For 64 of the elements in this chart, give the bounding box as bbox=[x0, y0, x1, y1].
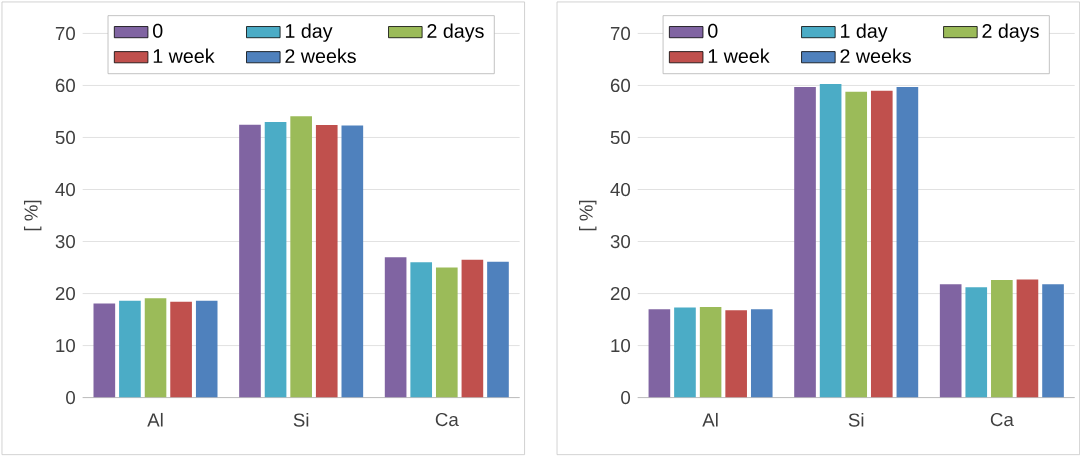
bar bbox=[410, 262, 433, 398]
legend-label: 0 bbox=[153, 23, 163, 38]
bar bbox=[965, 287, 988, 398]
bar bbox=[991, 280, 1013, 398]
x-tick-label: Si bbox=[293, 413, 309, 427]
y-tick-label: 70 bbox=[610, 27, 631, 41]
legend-label: 2 weeks bbox=[840, 48, 911, 64]
y-tick-label: 10 bbox=[611, 339, 631, 353]
legend-label: 1 day bbox=[840, 23, 888, 43]
bar bbox=[487, 262, 509, 398]
legend-label: 1 week bbox=[708, 48, 770, 64]
y-tick-label: 30 bbox=[610, 235, 631, 249]
y-tick-label: 70 bbox=[55, 27, 75, 41]
bar bbox=[170, 302, 192, 398]
y-axis-title: [ %] bbox=[579, 200, 597, 231]
bar bbox=[819, 84, 842, 398]
bar bbox=[1016, 279, 1039, 398]
x-tick-label: Ca bbox=[990, 413, 1014, 427]
bar bbox=[461, 259, 484, 398]
y-tick-label: 50 bbox=[55, 131, 75, 145]
y-tick-label: 40 bbox=[610, 183, 631, 197]
legend-label: 2 days bbox=[982, 23, 1039, 43]
bar bbox=[699, 307, 722, 398]
y-tick-label: 20 bbox=[610, 287, 631, 301]
bar bbox=[341, 125, 364, 398]
legend-label: 1 week bbox=[153, 48, 215, 64]
y-axis-title: [ %] bbox=[23, 200, 42, 231]
bar bbox=[315, 125, 338, 398]
y-tick-label: 0 bbox=[621, 391, 631, 405]
y-tick-label: 0 bbox=[66, 391, 75, 405]
legend-label: 1 day bbox=[285, 23, 333, 43]
bar bbox=[290, 116, 312, 398]
bar bbox=[435, 267, 458, 398]
y-tick-label: 20 bbox=[55, 287, 75, 301]
x-tick-label: Al bbox=[147, 413, 163, 427]
bar bbox=[845, 91, 868, 398]
bar bbox=[870, 90, 893, 398]
bar bbox=[195, 301, 218, 398]
x-tick-label: Si bbox=[848, 413, 864, 427]
bar bbox=[119, 301, 141, 398]
bar bbox=[896, 87, 919, 398]
bar bbox=[750, 309, 773, 398]
bar bbox=[264, 122, 287, 398]
y-tick-label: 50 bbox=[610, 131, 631, 145]
y-tick-label: 30 bbox=[55, 235, 75, 249]
y-tick-label: 10 bbox=[56, 339, 75, 353]
y-tick-label: 40 bbox=[55, 183, 75, 197]
legend-label: 2 days bbox=[427, 23, 484, 43]
bar bbox=[384, 257, 407, 398]
bar bbox=[93, 303, 116, 398]
bar bbox=[239, 124, 261, 398]
bar bbox=[144, 298, 167, 398]
bar bbox=[674, 307, 696, 398]
y-tick-label: 60 bbox=[610, 79, 631, 93]
bar bbox=[939, 284, 962, 398]
bar bbox=[794, 87, 816, 398]
legend-label: 2 weeks bbox=[285, 48, 356, 64]
bar bbox=[725, 310, 747, 398]
x-tick-label: Ca bbox=[435, 413, 459, 427]
bar bbox=[1042, 284, 1064, 398]
bar bbox=[648, 309, 671, 398]
legend-label: 0 bbox=[708, 23, 718, 38]
y-tick-label: 60 bbox=[55, 79, 75, 93]
x-tick-label: Al bbox=[702, 413, 718, 427]
